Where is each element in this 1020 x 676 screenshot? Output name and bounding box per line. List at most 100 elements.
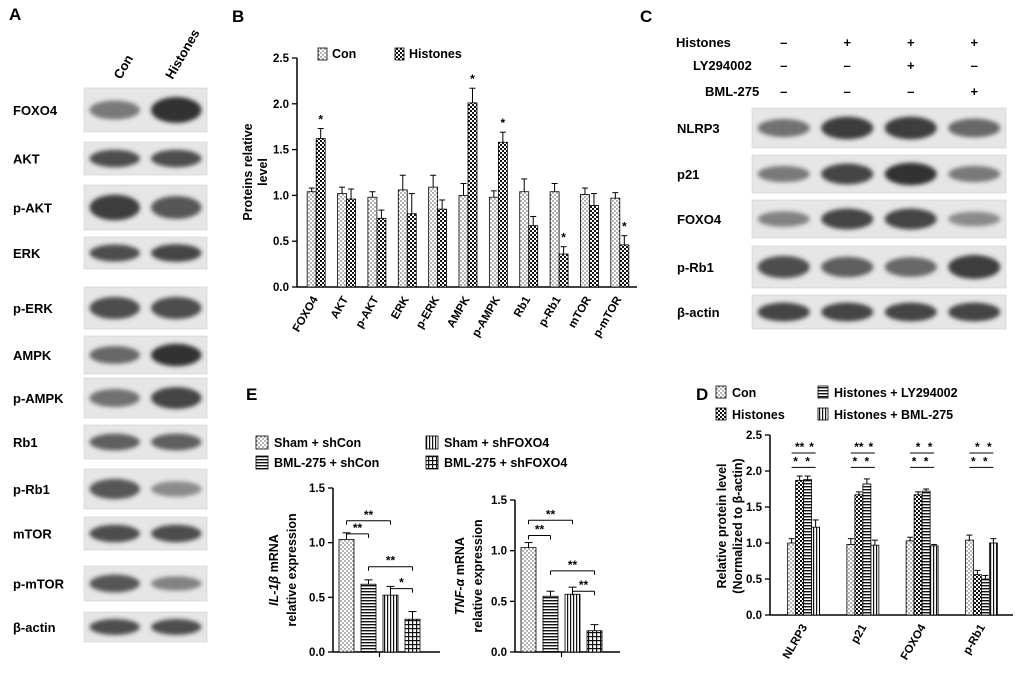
chart-d-sig-p-rb1-4: * (987, 440, 992, 454)
chart-e-legend-bml-275-shcon: BML-275 + shCon (274, 456, 379, 470)
chart-e1-ytick-label: 1.0 (309, 538, 325, 550)
chart-b-bar-histones-akt (346, 198, 356, 288)
chart-b-sig-p-mtor: * (622, 220, 627, 234)
blot-c-nlrp3-band-3 (884, 116, 937, 140)
chart-b-bar-histones-foxo4 (315, 138, 326, 288)
chart-b-xtick-p-ampk: p-AMPK (470, 294, 503, 339)
western-blot-panel-c: Histones – + + + LY294002 – – + – BML-275 – – – + NLRP3… (676, 35, 1007, 330)
blot-c-actin-band-2 (821, 302, 874, 322)
chart-e-legend-sham-shfoxo4: Sham + shFOXO4 (444, 436, 549, 450)
blot-a-label-p-ampk: p-AMPK (13, 391, 64, 406)
chart-b-ylabel-line2: level (256, 158, 270, 186)
chart-b-xtick-erk: ERK (389, 294, 412, 322)
chart-b-bar-histones-mtor (589, 205, 599, 288)
blot-a-ampk-band-1 (89, 346, 140, 364)
chart-b-legend-histones: Histones (409, 47, 462, 61)
blot-c-foxo4-band-1 (757, 211, 810, 227)
chart-b-bar-histones-p-erk (437, 208, 448, 288)
blot-c-sign-histones-3: + (907, 35, 915, 50)
chart-e1-bar-sham-shcon (338, 538, 355, 653)
chart-d-legend-swatch-con (715, 385, 727, 399)
chart-b-bar-histones-rb1 (528, 225, 539, 288)
blot-c-p-rb1-band-1 (757, 255, 810, 279)
blot-c-sign-bml-275-3: – (907, 84, 914, 99)
chart-b-legend-con: Con (332, 47, 356, 61)
chart-e2-ytick-label: 1.0 (491, 546, 507, 558)
blot-a-label-p-akt: p-AKT (13, 201, 52, 216)
chart-b-bar-con-mtor (580, 194, 590, 288)
blot-c-label-foxo4: FOXO4 (677, 212, 722, 227)
chart-e2-ylabel-gene: TNF-α (453, 577, 467, 614)
chart-d-sig-nlrp3-3: * (805, 454, 810, 468)
chart-e-legend-bml-275-shfoxo4: BML-275 + shFOXO4 (444, 456, 567, 470)
blot-c-nlrp3-band-2 (821, 116, 874, 140)
blot-a-p-mtor-band-1 (89, 574, 140, 593)
blot-c-p-rb1-band-3 (884, 257, 937, 277)
panel-letter-b: B (232, 7, 244, 26)
chart-e1-bar-sham-shfoxo4 (382, 594, 399, 653)
blot-a-label-mtor: mTOR (13, 527, 52, 542)
bar-chart-panel-d: 0.0 0.5 1.0 1.5 2.0 2.5 Relative protein level… (715, 385, 1013, 662)
chart-b-ytick-label: 2.5 (273, 53, 290, 65)
chart-d-sig-nlrp3-2: * (793, 454, 798, 468)
chart-d-bar-histones-nlrp3 (795, 479, 805, 616)
bar-chart-panel-b: 0.0 0.5 1.0 1.5 2.0 2.5 Proteins relative level… (241, 47, 637, 340)
blot-a-label-p-rb1: p-Rb1 (13, 482, 50, 497)
chart-b-ytick-label: 0.5 (273, 236, 290, 248)
blot-a-mtor-band-2 (151, 524, 202, 543)
panel-letter-d: D (696, 385, 708, 404)
blot-c-foxo4-band-3 (884, 208, 937, 230)
blot-a-akt-band-2 (151, 149, 202, 168)
blot-c-p-rb1-band-2 (821, 256, 874, 278)
blot-c-sign-histones-1: – (780, 35, 787, 50)
chart-e1-sig-1: ** (364, 508, 374, 522)
blot-a-label-ampk: AMPK (13, 348, 52, 363)
chart-d-ytick-label: 2.0 (746, 466, 762, 478)
chart-d-xtick-p-rb1: p-Rb1 (961, 622, 988, 657)
chart-d-ylabel-line2: (Normalized to β-actin) (731, 458, 745, 593)
chart-d-bar-histones-p21 (854, 494, 864, 616)
blot-c-sign-bml-275-4: + (970, 84, 978, 99)
chart-d-xtick-foxo4: FOXO4 (899, 622, 929, 662)
chart-b-sig-p-ampk: * (501, 116, 506, 130)
blot-a-p-ampk-band-1 (89, 389, 140, 407)
chart-d-bar-histones-bml-275-p-rb1 (988, 542, 998, 616)
chart-b-xtick-p-erk: p-ERK (414, 294, 442, 331)
chart-d-bar-con-p-rb1 (964, 539, 974, 616)
blot-a-mtor-band-1 (89, 524, 140, 543)
blot-c-label-p-rb1: p-Rb1 (677, 260, 714, 275)
blot-c-label-nlrp3: NLRP3 (677, 121, 720, 136)
chart-d-bar-histones-bml-275-nlrp3 (811, 526, 821, 616)
blot-a-column-histones: Histones (162, 26, 202, 81)
chart-b-bar-histones-ampk (467, 102, 478, 288)
chart-d-sig-foxo4-2: * (912, 454, 917, 468)
chart-d-ylabel: Relative protein level (715, 463, 729, 588)
chart-b-bar-con-p-mtor (610, 197, 621, 288)
chart-e2-bar-sham-shcon (520, 547, 537, 653)
chart-e2-ylabel-unit: mRNA (453, 537, 467, 579)
blot-c-sign-ly294002-4: – (971, 58, 978, 73)
chart-d-sig-foxo4-3: * (924, 454, 929, 468)
blot-a-foxo4-band-1 (89, 100, 140, 120)
blot-c-sign-ly294002-3: + (907, 58, 915, 73)
blot-a-p-mtor-band-2 (151, 576, 202, 591)
blot-a-p-rb1-band-1 (89, 478, 140, 500)
chart-d-bar-con-p21 (846, 544, 856, 616)
chart-e1-sig-2: ** (353, 521, 363, 535)
chart-b-xtick-p-mtor: p-mTOR (591, 294, 624, 340)
chart-b-xtick-rb1: Rb1 (512, 294, 534, 319)
panel-letter-c: C (640, 7, 652, 26)
blot-a-actin-band-2 (151, 619, 202, 635)
chart-d-legend-swatch-histones-ly294002 (817, 385, 829, 399)
chart-b-legend-swatch-con (317, 47, 328, 61)
blot-a-foxo4-band-2 (151, 97, 202, 123)
chart-d-bar-histones-bml-275-p21 (870, 544, 880, 616)
chart-d-bar-histones-ly294002-nlrp3 (803, 479, 813, 616)
chart-d-bar-histones-ly294002-p-rb1 (980, 578, 990, 616)
chart-b-xtick-mtor: mTOR (567, 294, 595, 330)
blot-a-p-erk-band-2 (151, 296, 202, 320)
blot-a-p-ampk-band-2 (151, 387, 202, 409)
blot-c-label-p21: p21 (677, 167, 699, 182)
chart-b-bar-con-p-rb1 (549, 191, 560, 288)
